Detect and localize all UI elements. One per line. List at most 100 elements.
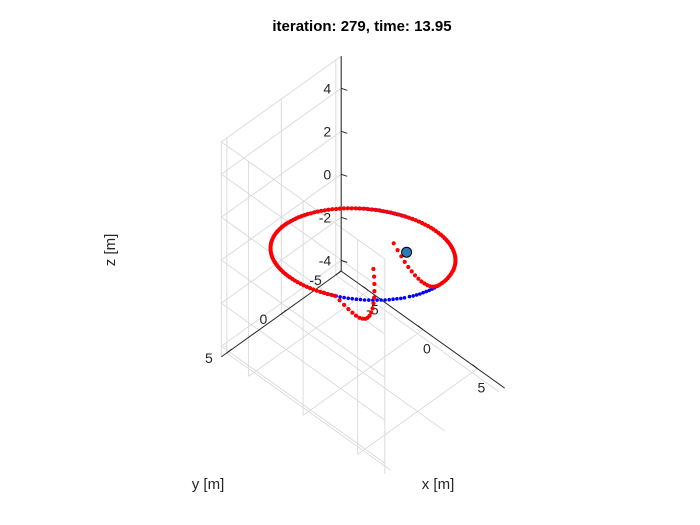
series-1-point xyxy=(357,315,362,320)
series-0-point xyxy=(424,289,429,294)
grid-line xyxy=(221,87,342,175)
series-0-point xyxy=(399,296,403,301)
grid-line xyxy=(226,352,391,471)
series-0-point xyxy=(427,288,432,293)
series-1-point xyxy=(373,207,378,212)
y-axis-label: y [m] xyxy=(192,476,225,493)
series-1-point xyxy=(402,259,407,264)
series-1-point xyxy=(361,206,366,211)
series-0-point xyxy=(362,298,367,302)
series-1-point xyxy=(409,269,414,274)
series-0-point xyxy=(354,297,359,302)
series-1-point xyxy=(353,313,359,318)
y-axis-line xyxy=(221,270,342,358)
series-1-point xyxy=(345,206,350,211)
series-1-point xyxy=(314,288,319,293)
z-tick xyxy=(341,130,348,134)
series-0-point xyxy=(367,298,371,302)
series-1-point xyxy=(326,207,331,212)
series-1-point xyxy=(419,279,424,284)
series-1-point xyxy=(321,290,326,295)
series-1-point xyxy=(392,211,397,216)
grid-line xyxy=(221,173,386,292)
series-0-point xyxy=(418,292,422,296)
z-axis-label: z [m] xyxy=(102,234,119,267)
series-1-point xyxy=(372,274,377,279)
series-1-point xyxy=(369,310,374,315)
y-tick xyxy=(335,270,342,276)
series-1-point xyxy=(357,206,362,211)
series-0-point xyxy=(358,297,363,302)
series-1-point xyxy=(403,214,408,219)
series-0-point xyxy=(342,295,346,300)
series-1-point xyxy=(400,213,405,218)
grid-edge xyxy=(221,55,342,143)
series-0-point xyxy=(383,298,387,302)
series-0-point xyxy=(375,298,379,302)
series-0-point xyxy=(411,294,416,298)
x-axis-label: x [m] xyxy=(422,476,455,493)
series-1-point xyxy=(410,216,415,222)
series-0-point xyxy=(387,297,392,302)
series-1-point xyxy=(372,289,377,294)
series-1-point xyxy=(396,212,401,217)
series-1-point xyxy=(350,310,355,315)
series-1-point xyxy=(337,298,342,303)
z-tick xyxy=(341,259,348,263)
vehicle-body xyxy=(401,246,413,258)
series-1-point xyxy=(369,207,374,212)
z-tick xyxy=(341,216,348,220)
x-tick xyxy=(417,325,424,330)
series-1-point xyxy=(307,286,313,291)
axes-lines xyxy=(221,56,505,389)
y-tick xyxy=(280,309,287,315)
series-1-point xyxy=(422,281,427,286)
series-1-point xyxy=(334,206,339,212)
series-1-point xyxy=(381,209,386,214)
series-1-point xyxy=(385,209,390,214)
series-1-point xyxy=(309,211,314,216)
z-tick-label: -2 xyxy=(319,209,332,225)
series-1-point xyxy=(412,273,418,278)
x-tick-label: 0 xyxy=(423,341,431,357)
series-0-point xyxy=(346,296,351,301)
x-axis-line xyxy=(340,270,505,389)
series-1-point xyxy=(305,211,310,217)
y-tick-label: 0 xyxy=(260,311,268,327)
series-0-point xyxy=(391,297,395,302)
series-1-point xyxy=(315,209,320,214)
series-1-point xyxy=(342,302,347,307)
series-1-point xyxy=(406,264,411,270)
series-1-point xyxy=(337,206,342,211)
series-1-point xyxy=(311,287,316,292)
series-1-point xyxy=(370,306,375,311)
series-0-point xyxy=(395,297,399,301)
y-tick xyxy=(226,348,233,354)
series-1-point xyxy=(312,210,317,215)
z-tick xyxy=(341,173,348,177)
x-tick xyxy=(363,286,369,291)
series-1-point xyxy=(325,291,330,297)
series-1-point xyxy=(329,292,334,297)
series-0-point xyxy=(350,296,355,301)
series-1-point xyxy=(332,293,337,298)
z-tick-label: 0 xyxy=(323,166,331,182)
series-1-point xyxy=(349,206,354,211)
vehicle-marker xyxy=(401,246,413,258)
grid-line xyxy=(335,274,500,393)
series-1-point xyxy=(353,206,358,211)
x-tick-label: 5 xyxy=(478,380,486,396)
grid-line xyxy=(221,302,386,421)
grid-edge xyxy=(221,141,386,260)
z-tick-label: -4 xyxy=(319,252,332,268)
series-0-point xyxy=(338,295,342,299)
series-1-point xyxy=(371,301,376,306)
series-1-point xyxy=(371,266,376,272)
grid-line xyxy=(221,345,386,464)
series-1-point xyxy=(372,281,377,287)
y-tick-label: 5 xyxy=(205,350,213,366)
chart-title: iteration: 279, time: 13.95 xyxy=(272,18,451,35)
series-1-point xyxy=(377,208,382,213)
series-1-point xyxy=(388,210,394,215)
